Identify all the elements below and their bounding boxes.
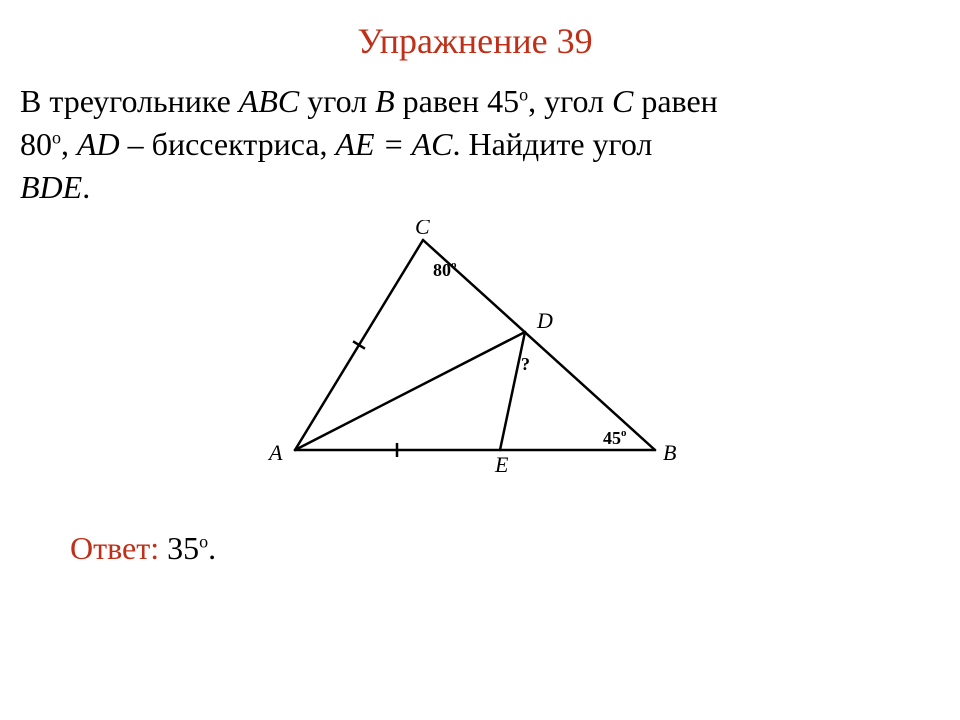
t: равен: [633, 83, 717, 119]
svg-text:A: A: [267, 440, 283, 465]
var-ad: AD: [77, 126, 120, 162]
svg-text:B: B: [663, 440, 676, 465]
t: , угол: [528, 83, 612, 119]
t: .: [82, 169, 90, 205]
exercise-title: Упражнение 39: [20, 20, 930, 62]
answer-value: 35: [167, 530, 199, 566]
t: .: [208, 530, 216, 566]
t: равен 45: [395, 83, 519, 119]
problem-statement: В треугольнике ABC угол B равен 45о, уго…: [20, 80, 930, 210]
var-abc: ABC: [239, 83, 299, 119]
t: 80: [20, 126, 52, 162]
var-ac: AC: [412, 126, 453, 162]
triangle-svg: A B C D E 80o 45o?: [255, 220, 695, 500]
svg-text:45o: 45o: [603, 427, 627, 448]
t: – биссектриса,: [120, 126, 336, 162]
var-b: B: [375, 83, 395, 119]
svg-text:?: ?: [521, 354, 530, 374]
t: ,: [61, 126, 77, 162]
t: . Найдите угол: [452, 126, 652, 162]
var-c: C: [612, 83, 633, 119]
var-bde: BDE: [20, 169, 82, 205]
svg-text:E: E: [494, 452, 509, 477]
deg: о: [199, 531, 208, 551]
svg-text:C: C: [415, 220, 430, 239]
triangle-figure: A B C D E 80o 45o?: [20, 220, 930, 500]
t: В треугольнике: [20, 83, 239, 119]
t: угол: [299, 83, 375, 119]
answer-label: Ответ:: [70, 530, 167, 566]
eq: =: [375, 126, 412, 162]
deg: о: [52, 128, 61, 148]
svg-text:80o: 80o: [433, 259, 457, 280]
var-ae: AE: [335, 126, 374, 162]
deg: о: [519, 84, 528, 104]
svg-text:D: D: [536, 308, 553, 333]
answer-line: Ответ: 35о.: [70, 530, 930, 567]
